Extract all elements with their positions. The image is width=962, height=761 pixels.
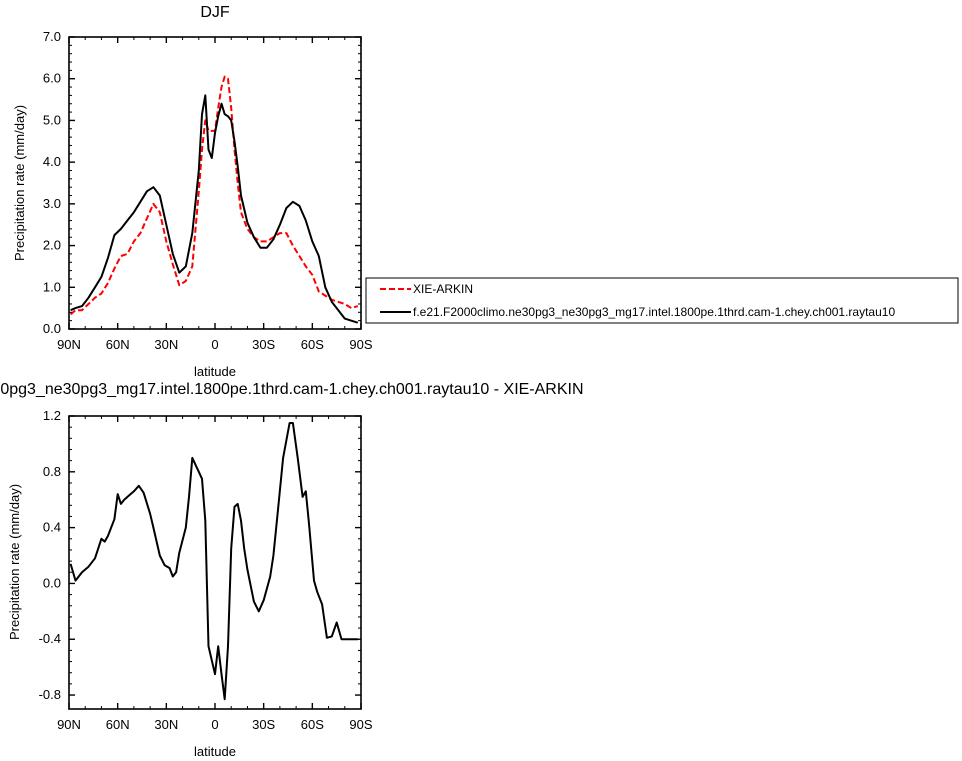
top-x-tick-label: 0 — [211, 337, 218, 352]
top-y-tick-label: 0.0 — [43, 321, 61, 336]
top-x-tick-label: 90S — [349, 337, 372, 352]
bottom-series-line-0 — [69, 422, 358, 701]
top-y-tick-label: 5.0 — [43, 112, 61, 127]
top-x-tick-label: 30N — [154, 337, 178, 352]
bottom-y-tick-label: 0.4 — [43, 520, 61, 535]
bottom-plot-frame — [68, 415, 362, 710]
top-x-axis-title: latitude — [194, 364, 236, 379]
legend-label-model: f.e21.F2000climo.ne30pg3_ne30pg3_mg17.in… — [413, 305, 895, 319]
top-x-tick-label: 60S — [301, 337, 324, 352]
top-panel: DJF 0.0 1.0 2.0 3.0 4.0 5.0 6.0 7.0 90N 60N 30N 0 3… — [12, 4, 373, 379]
top-y-tick-label: 2.0 — [43, 238, 61, 253]
bottom-y-tick-label: 0.8 — [43, 464, 61, 479]
top-y-axis-title: Precipitation rate (mm/day) — [12, 105, 27, 261]
bottom-x-tick-label: 90N — [57, 717, 81, 732]
top-chart-title: DJF — [200, 4, 230, 21]
bottom-x-ticks: 90N 60N 30N 0 30S 60S 90S — [57, 416, 373, 732]
top-x-tick-label: 60N — [106, 337, 130, 352]
bottom-x-tick-label: 30S — [252, 717, 275, 732]
top-series-line-0 — [69, 75, 359, 316]
bottom-y-tick-label: 0.0 — [43, 575, 61, 590]
bottom-x-tick-label: 30N — [154, 717, 178, 732]
bottom-y-ticks: -0.8 -0.4 0.0 0.4 0.8 1.2 — [39, 408, 361, 702]
bottom-y-tick-label: -0.8 — [39, 687, 61, 702]
legend-box — [365, 277, 959, 324]
top-x-ticks: 90N 60N 30N 0 30S 60S 90S — [57, 37, 373, 352]
top-plot-frame — [68, 36, 362, 330]
top-y-tick-label: 6.0 — [43, 71, 61, 86]
top-y-ticks: 0.0 1.0 2.0 3.0 4.0 5.0 6.0 7.0 — [43, 29, 361, 336]
top-x-tick-label: 90N — [57, 337, 81, 352]
top-series-group — [69, 75, 359, 324]
bottom-x-tick-label: 0 — [211, 717, 218, 732]
top-y-tick-label: 7.0 — [43, 29, 61, 44]
bottom-y-tick-label: 1.2 — [43, 408, 61, 423]
bottom-x-tick-label: 60N — [106, 717, 130, 732]
bottom-x-axis-title: latitude — [194, 744, 236, 759]
bottom-panel: f.e21.F2000climo.ne30pg3_ne30pg3_mg17.in… — [0, 381, 584, 759]
top-x-tick-label: 30S — [252, 337, 275, 352]
top-y-tick-label: 1.0 — [43, 279, 61, 294]
bottom-chart-title: f.e21.F2000climo.ne30pg3_ne30pg3_mg17.in… — [0, 381, 584, 398]
bottom-series-group — [69, 422, 358, 701]
legend: XIE-ARKIN f.e21.F2000climo.ne30pg3_ne30p… — [365, 277, 959, 324]
bottom-x-tick-label: 60S — [301, 717, 324, 732]
top-series-line-1 — [70, 94, 359, 324]
top-y-tick-label: 3.0 — [43, 196, 61, 211]
bottom-y-tick-label: -0.4 — [39, 631, 61, 646]
top-y-tick-label: 4.0 — [43, 154, 61, 169]
bottom-y-axis-title: Precipitation rate (mm/day) — [7, 484, 22, 640]
legend-label-xie-arkin: XIE-ARKIN — [413, 282, 473, 296]
bottom-x-tick-label: 90S — [349, 717, 372, 732]
